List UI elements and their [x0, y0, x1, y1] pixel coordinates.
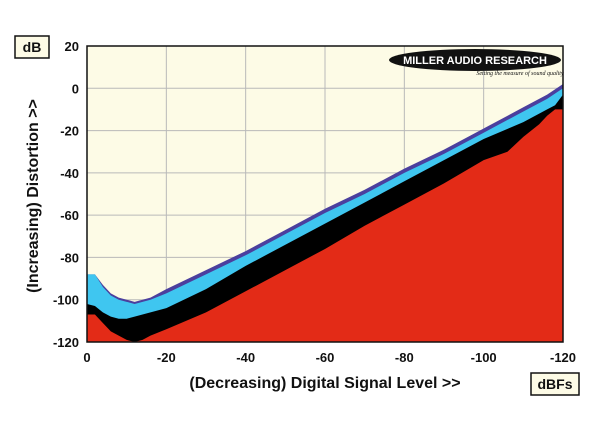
- y-tick-label-4: -60: [60, 208, 79, 223]
- x-tick-label-5: -100: [471, 350, 497, 365]
- series-area-red: [87, 109, 563, 343]
- y-unit-frame: [14, 35, 50, 59]
- x-tick-label-2: -40: [236, 350, 255, 365]
- x-tick-label-1: -20: [157, 350, 176, 365]
- y-tick-label-6: -100: [53, 293, 79, 308]
- plot-frame: [86, 45, 564, 343]
- y-unit-label: dB: [23, 39, 42, 55]
- y-tick-label-1: 0: [72, 81, 79, 96]
- y-tick-label-2: -20: [60, 124, 79, 139]
- y-tick-label-7: -120: [53, 335, 79, 350]
- logo-badge: [389, 49, 561, 71]
- y-tick-label-0: 20: [65, 39, 79, 54]
- y-tick-labels: 20 0 -20 -40 -60 -80 -100 -120: [53, 39, 79, 350]
- x-tick-label-4: -80: [395, 350, 414, 365]
- x-unit-label: dBFs: [538, 376, 573, 392]
- x-tick-label-0: 0: [83, 350, 90, 365]
- y-tick-label-3: -40: [60, 166, 79, 181]
- x-tick-label-6: -120: [550, 350, 576, 365]
- x-axis-label: (Decreasing) Digital Signal Level >>: [189, 375, 460, 392]
- x-tick-label-3: -60: [316, 350, 335, 365]
- y-unit-box: dB: [14, 35, 50, 59]
- logo-name: MILLER AUDIO RESEARCH: [403, 55, 547, 67]
- y-axis-label: (Increasing) Distortion >>: [25, 99, 42, 293]
- x-unit-box: dBFs: [530, 372, 580, 396]
- logo-tagline: Setting the measure of sound quality: [476, 70, 564, 77]
- x-tick-labels: 0 -20 -40 -60 -80 -100 -120: [83, 350, 576, 365]
- logo: MILLER AUDIO RESEARCH Setting the measur…: [389, 49, 564, 77]
- series-areas: [87, 84, 563, 343]
- x-unit-frame: [530, 372, 580, 396]
- y-tick-label-5: -80: [60, 250, 79, 265]
